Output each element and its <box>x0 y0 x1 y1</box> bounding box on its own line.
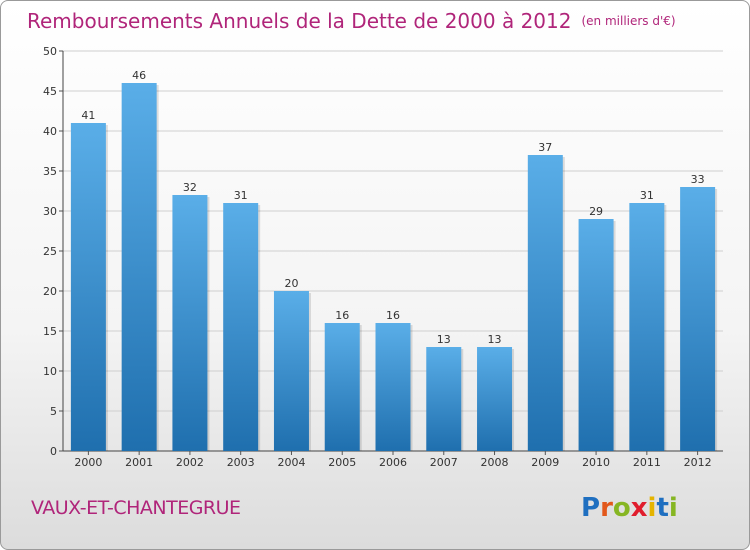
y-tick-label: 30 <box>43 205 57 218</box>
data-label: 16 <box>335 309 349 322</box>
logo-letter: i <box>668 493 678 523</box>
title-main: Remboursements Annuels de la Dette de 20… <box>27 9 572 33</box>
bar <box>426 347 462 451</box>
bar <box>629 203 665 451</box>
data-label: 31 <box>234 189 248 202</box>
data-label: 46 <box>132 69 146 82</box>
data-label: 16 <box>386 309 400 322</box>
x-tick-label: 2003 <box>227 456 255 469</box>
title-subtitle: (en milliers d'€) <box>581 14 676 28</box>
bar <box>375 323 411 451</box>
y-tick-label: 40 <box>43 125 57 138</box>
x-tick-label: 2008 <box>481 456 509 469</box>
logo-letter: r <box>600 493 613 523</box>
data-label: 13 <box>437 333 451 346</box>
logo-letter: t <box>656 493 669 523</box>
bar <box>680 187 716 451</box>
bar <box>477 347 513 451</box>
x-tick-label: 2005 <box>328 456 356 469</box>
logo-letter: P <box>581 493 601 523</box>
data-label: 20 <box>284 277 298 290</box>
bar <box>223 203 259 451</box>
y-tick-label: 5 <box>50 405 57 418</box>
x-tick-label: 2011 <box>633 456 661 469</box>
logo-letter: x <box>630 493 648 523</box>
logo-letter: o <box>612 493 631 523</box>
bar <box>527 155 563 451</box>
y-tick-label: 45 <box>43 85 57 98</box>
data-label: 41 <box>81 109 95 122</box>
y-tick-label: 10 <box>43 365 57 378</box>
y-tick-label: 25 <box>43 245 57 258</box>
x-tick-label: 2002 <box>176 456 204 469</box>
data-label: 13 <box>488 333 502 346</box>
x-tick-label: 2009 <box>531 456 559 469</box>
chart-title: Remboursements Annuels de la Dette de 20… <box>27 9 676 33</box>
y-tick-label: 50 <box>43 45 57 58</box>
x-tick-label: 2010 <box>582 456 610 469</box>
x-tick-label: 2000 <box>74 456 102 469</box>
bar <box>324 323 360 451</box>
data-label: 32 <box>183 181 197 194</box>
data-label: 33 <box>691 173 705 186</box>
proxiti-logo: Proxiti <box>581 493 678 523</box>
y-tick-label: 0 <box>50 445 57 458</box>
x-tick-label: 2004 <box>277 456 305 469</box>
x-tick-label: 2001 <box>125 456 153 469</box>
data-label: 29 <box>589 205 603 218</box>
bar <box>172 195 208 451</box>
x-tick-label: 2006 <box>379 456 407 469</box>
logo-letter: i <box>647 493 657 523</box>
x-tick-label: 2012 <box>684 456 712 469</box>
data-label: 31 <box>640 189 654 202</box>
bar <box>70 123 106 451</box>
x-tick-label: 2007 <box>430 456 458 469</box>
bar <box>121 83 157 451</box>
bar <box>578 219 614 451</box>
y-tick-label: 35 <box>43 165 57 178</box>
bar <box>273 291 309 451</box>
y-tick-label: 20 <box>43 285 57 298</box>
data-label: 37 <box>538 141 552 154</box>
location-name: VAUX-ET-CHANTEGRUE <box>31 497 241 519</box>
y-tick-label: 15 <box>43 325 57 338</box>
